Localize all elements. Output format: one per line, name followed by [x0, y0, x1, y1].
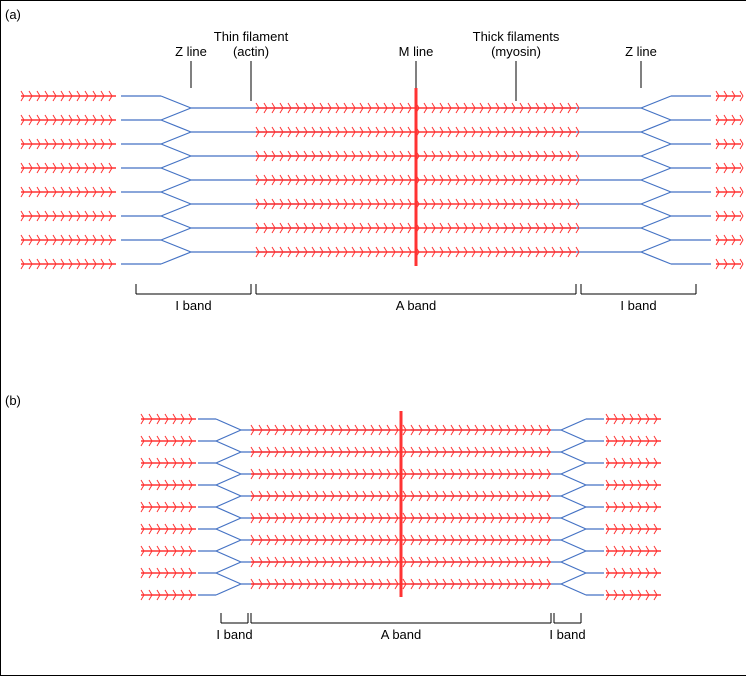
svg-text:I band: I band — [620, 298, 656, 313]
panel-a-label: (a) — [5, 7, 21, 22]
sarcomere-diagram: (a) (b) Z line Thin filament(actin) M line… — [0, 0, 746, 676]
svg-text:Z line: Z line — [625, 44, 657, 59]
svg-text:A band: A band — [396, 298, 437, 313]
svg-text:A band: A band — [381, 627, 422, 642]
svg-text:Thick filaments(myosin): Thick filaments(myosin) — [473, 29, 560, 59]
svg-text:Thin filament(actin): Thin filament(actin) — [214, 29, 289, 59]
svg-text:Z line: Z line — [175, 44, 207, 59]
svg-text:I band: I band — [549, 627, 585, 642]
svg-text:M line: M line — [399, 44, 434, 59]
svg-text:I band: I band — [216, 627, 252, 642]
panel-b-label: (b) — [5, 393, 21, 408]
svg-text:I band: I band — [175, 298, 211, 313]
sarcomere-svg: Z line Thin filament(actin) M line Thick fi… — [1, 1, 746, 675]
